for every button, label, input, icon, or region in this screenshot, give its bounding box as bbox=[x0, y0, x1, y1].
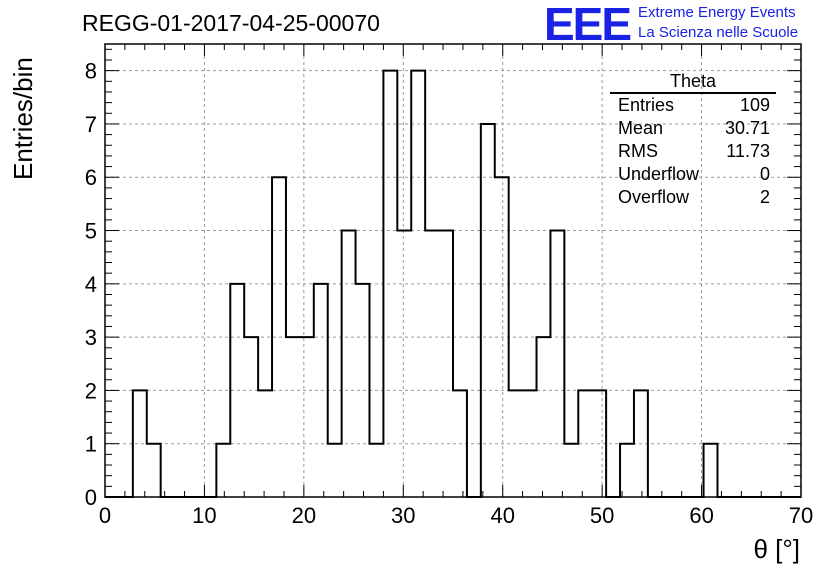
stats-label: Entries bbox=[618, 95, 675, 115]
x-tick-label: 50 bbox=[590, 503, 614, 528]
stats-row-mean: Mean 30.71 bbox=[610, 117, 776, 140]
x-tick-label: 60 bbox=[689, 503, 713, 528]
stats-label: RMS bbox=[618, 141, 658, 161]
x-tick-label: 70 bbox=[789, 503, 813, 528]
stats-box: Theta Entries 109 Mean 30.71 RMS 11.73 U… bbox=[610, 70, 776, 209]
stats-label: Mean bbox=[618, 118, 664, 138]
y-axis-label: Entries/bin bbox=[8, 57, 38, 180]
stats-row-entries: Entries 109 bbox=[610, 94, 776, 117]
x-tick-label: 30 bbox=[391, 503, 415, 528]
y-tick-label: 3 bbox=[85, 325, 97, 350]
eee-logo: EEE bbox=[544, 0, 632, 50]
plot-frame bbox=[104, 43, 802, 498]
y-tick-label: 1 bbox=[85, 432, 97, 457]
stats-row-rms: RMS 11.73 bbox=[610, 140, 776, 163]
stats-value: 109 bbox=[739, 95, 770, 115]
stats-label: Overflow bbox=[618, 187, 690, 207]
logo-line-1: Extreme Energy Events bbox=[638, 4, 796, 21]
y-tick-label: 7 bbox=[85, 112, 97, 137]
histogram-line bbox=[105, 69, 801, 498]
stats-value: 30.71 bbox=[724, 118, 770, 138]
x-tick-label: 20 bbox=[292, 503, 316, 528]
x-axis-label: θ [°] bbox=[753, 534, 800, 564]
y-tick-label: 2 bbox=[85, 378, 97, 403]
stats-value: 11.73 bbox=[726, 141, 770, 161]
logo-line-2: La Scienza nelle Scuole bbox=[638, 24, 799, 41]
stats-row-underflow: Underflow 0 bbox=[610, 163, 776, 186]
stats-title: Theta bbox=[610, 70, 776, 94]
x-tick-label: 0 bbox=[99, 503, 111, 528]
y-tick-label: 5 bbox=[85, 219, 97, 244]
y-tick-label: 4 bbox=[85, 272, 97, 297]
stats-value: 2 bbox=[759, 187, 770, 207]
y-tick-label: 6 bbox=[85, 165, 97, 190]
logo-caption: Extreme Energy Events La Scienza nelle S… bbox=[638, 3, 798, 43]
y-tick-label: 8 bbox=[85, 59, 97, 84]
stats-row-overflow: Overflow 2 bbox=[610, 186, 776, 209]
chart-title: REGG-01-2017-04-25-00070 bbox=[82, 10, 380, 36]
x-tick-label: 10 bbox=[192, 503, 216, 528]
y-tick-label: 0 bbox=[85, 485, 97, 510]
x-tick-label: 40 bbox=[490, 503, 514, 528]
stats-label: Underflow bbox=[618, 164, 700, 184]
stats-value: 0 bbox=[759, 164, 770, 184]
